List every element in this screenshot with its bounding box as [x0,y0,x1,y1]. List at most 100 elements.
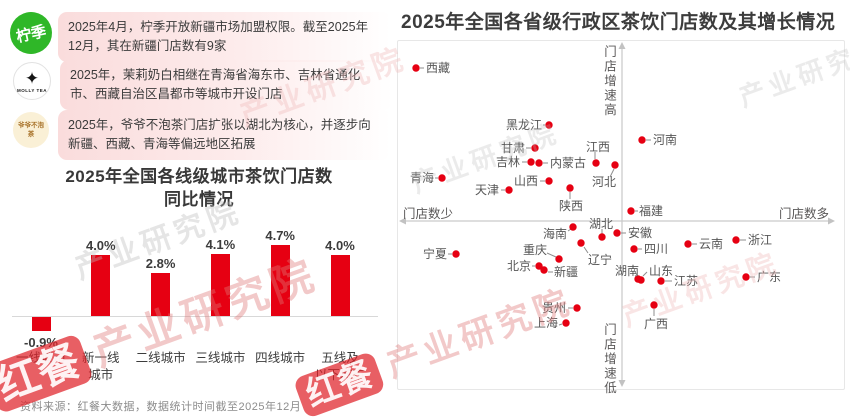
scatter-labels-layer: 西藏 黑龙江 甘肃 吉林 内蒙古 江西 河北 山西 青海 天津 陕西 河南 福建 海南 湖北 安徽 辽宁 重庆 北京… [398,41,846,391]
scatter-label-宁夏: 宁夏 [422,247,447,261]
scatter-label-海南: 海南 [542,227,567,241]
scatter-label-上海: 上海 [533,316,558,330]
yeye-logo-text: 爷爷不泡茶 [18,121,44,138]
brand-note-bubble: 2025年4月，柠季开放新疆市场加盟权限。截至2025年12月，其在新疆门店数有… [58,12,391,62]
scatter-point-浙江 [732,236,740,244]
scatter-chart-title: 2025年全国各省级行政区茶饮门店数及其增长情况 [401,12,836,33]
bar-四线城市 [270,244,290,316]
scatter-point-山东 [637,276,645,284]
scatter-label-安徽: 安徽 [628,226,653,240]
bar-chart-title-line1: 2025年全国各线级城市茶饮门店数 [65,167,333,186]
bar-五线及以下城市 [330,255,350,316]
scatter-point-广东 [742,273,750,281]
scatter-point-贵州 [573,304,581,312]
scatter-chart-card: 门店增速高 门店增速低 门店数少 门店数多 西藏 黑龙江 甘肃 吉林 内蒙古 江西 河北 山西… [397,40,846,396]
scatter-point-吉林 [527,158,535,166]
scatter-label-湖南: 湖南 [614,264,639,278]
axis-label-stores-few: 门店数少 [403,207,454,221]
data-source-note: 资料来源：红餐大数据，数据统计时间截至2025年12月 [20,401,302,413]
scatter-point-天津 [505,186,513,194]
bar-category-label: 五线及 以下城市 [314,351,365,382]
scatter-point-江西 [592,159,600,167]
scatter-point-内蒙古 [535,159,543,167]
scatter-point-云南 [684,240,692,248]
scatter-point-西藏 [412,64,420,72]
brand-row-mollytea: ✦ MOLLY TEA 2025年，茉莉奶白相继在青海省海东市、吉林省通化市、西… [10,60,393,110]
scatter-label-吉林: 吉林 [495,155,520,169]
bar-category-label: 四线城市 [255,351,306,365]
axis-label-growth-low: 门店增速低 [602,323,616,396]
bar-value-label: 4.1% [205,236,236,252]
scatter-point-山西 [545,177,553,185]
scatter-point-新疆 [540,266,548,274]
scatter-point-四川 [630,245,638,253]
bar-value-label: 2.8% [145,256,176,272]
bar-chart-axis-line [12,316,378,317]
scatter-point-上海 [562,319,570,327]
brand-note-text: 2025年，茉莉奶白相继在青海省海东市、吉林省通化市、西藏自治区昌都市等城市开设… [70,68,361,101]
arrow-up-icon [618,42,626,49]
scatter-point-安徽 [613,229,621,237]
brand-note-bubble: 2025年，爷爷不泡茶门店扩张以湖北为核心，并逐步向新疆、西藏、青海等偏远地区拓… [58,110,391,160]
scatter-plot [399,42,835,387]
bar-category-label: 二线城市 [135,351,186,365]
ningji-logo: 柠季 [6,8,56,58]
bar-category-label: 三线城市 [195,351,246,365]
scatter-point-青海 [438,174,446,182]
bar-value-label: 4.0% [85,238,116,254]
bar-value-label: 4.0% [325,238,355,254]
scatter-point-重庆 [555,255,563,263]
bar-二线城市 [151,273,171,316]
scatter-label-新疆: 新疆 [554,265,579,279]
scatter-label-四川: 四川 [644,242,669,256]
scatter-point-甘肃 [531,144,539,152]
mollytea-logo-text: MOLLY TEA [16,87,47,93]
bar-chart: -0.9% 一线城市 4.0% 新一线 城市 2.8% 二线城市 4.1% 三线城市 4.7% 四线… [12,228,384,403]
bar-value-label: 4.7% [265,227,295,243]
scatter-point-陕西 [566,184,574,192]
scatter-point-河南 [638,136,646,144]
scatter-label-贵州: 贵州 [541,301,566,315]
scatter-label-河南: 河南 [653,133,678,147]
scatter-point-福建 [627,207,635,215]
scatter-label-北京: 北京 [506,259,531,273]
scatter-label-云南: 云南 [699,237,724,251]
scatter-label-内蒙古: 内蒙古 [550,156,587,170]
scatter-point-宁夏 [452,250,460,258]
mollytea-logo: ✦ MOLLY TEA [13,62,51,100]
label-connector-湖南 [634,271,638,276]
scatter-label-广西: 广西 [644,317,669,331]
bar-三线城市 [210,253,230,316]
yeye-logo: 爷爷不泡茶 [13,112,49,148]
scatter-label-天津: 天津 [474,183,499,197]
scatter-label-辽宁: 辽宁 [588,253,613,267]
scatter-label-广东: 广东 [757,270,782,284]
brand-note-text: 2025年4月，柠季开放新疆市场加盟权限。截至2025年12月，其在新疆门店数有… [68,20,369,53]
label-connector-重庆 [546,252,557,258]
brand-row-ningji: 柠季 2025年4月，柠季开放新疆市场加盟权限。截至2025年12月，其在新疆门… [6,8,391,62]
label-connector-辽宁 [583,246,589,254]
scatter-point-北京 [535,262,543,270]
scatter-label-江苏: 江苏 [674,274,699,288]
scatter-point-辽宁 [577,239,585,247]
label-connector-山东 [642,271,648,277]
bar-chart-title: 2025年全国各线级城市茶饮门店数 同比情况 [18,166,380,212]
scatter-label-福建: 福建 [639,204,664,218]
bar-新一线城市 [91,255,111,316]
scatter-label-重庆: 重庆 [523,243,548,257]
scatter-label-陕西: 陕西 [559,199,584,213]
axis-label-growth-high: 门店增速高 [602,45,616,118]
scatter-label-甘肃: 甘肃 [500,141,525,155]
scatter-point-江苏 [657,277,665,285]
scatter-label-浙江: 浙江 [748,233,773,247]
scatter-label-河北: 河北 [592,175,617,189]
scatter-label-西藏: 西藏 [426,61,451,75]
scatter-label-江西: 江西 [586,140,611,154]
scatter-label-黑龙江: 黑龙江 [505,118,542,132]
scatter-point-广西 [650,301,658,309]
scatter-point-河北 [611,161,619,169]
brand-row-yeye: 爷爷不泡茶 2025年，爷爷不泡茶门店扩张以湖北为核心，并逐步向新疆、西藏、青海… [10,110,391,160]
scatter-point-湖北 [598,233,606,241]
label-connector-上海 [558,323,563,326]
